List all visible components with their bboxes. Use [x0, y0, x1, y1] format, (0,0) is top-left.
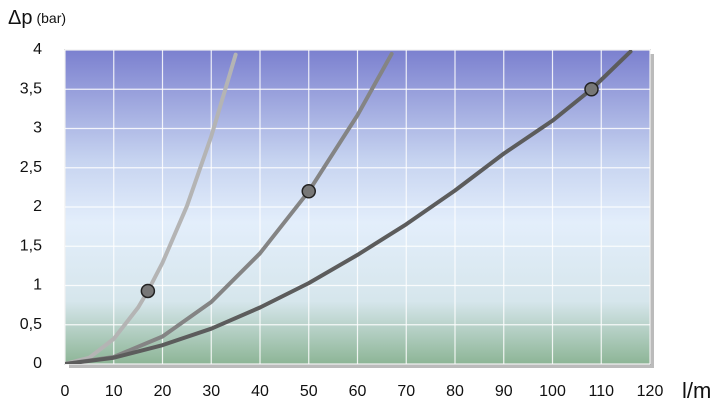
x-tick-label: 0: [61, 383, 70, 400]
x-tick-label: 30: [202, 383, 220, 400]
x-tick-label: 40: [251, 383, 269, 400]
point-marker: [301, 184, 316, 199]
y-tick-label: 3,5: [20, 80, 42, 97]
x-tick-label: 80: [446, 383, 464, 400]
y-tick-label: 0,5: [20, 316, 42, 333]
x-tick-label: 10: [105, 383, 123, 400]
grid: [64, 49, 651, 365]
x-tick-label: 110: [588, 383, 614, 400]
y-tick-label: 4: [33, 41, 42, 58]
y-tick-label: 2,5: [20, 159, 42, 176]
series-line: [65, 51, 394, 364]
x-tick-label: 100: [539, 383, 566, 400]
x-tick-label: 70: [397, 383, 415, 400]
y-unit: (bar): [36, 10, 66, 26]
x-tick-label: 60: [349, 383, 367, 400]
x-tick-label: 20: [154, 383, 172, 400]
point-marker: [584, 82, 599, 97]
x-tick-label: 90: [495, 383, 513, 400]
markers: [140, 82, 599, 299]
x-tick-label: 50: [300, 383, 318, 400]
x-tick-label: 120: [637, 383, 664, 400]
series-line: [65, 50, 633, 364]
x-axis-label: l/m: [682, 378, 711, 403]
y-tick-label: 2: [33, 198, 42, 215]
y-label: Δp: [8, 7, 32, 29]
y-tick-label: 1,5: [20, 237, 42, 254]
y-axis-label: Δp (bar): [8, 7, 66, 29]
y-tick-label: 3: [33, 120, 42, 137]
y-tick-label: 1: [33, 277, 42, 294]
y-tick-label: 0: [33, 355, 42, 372]
point-marker: [140, 283, 156, 299]
